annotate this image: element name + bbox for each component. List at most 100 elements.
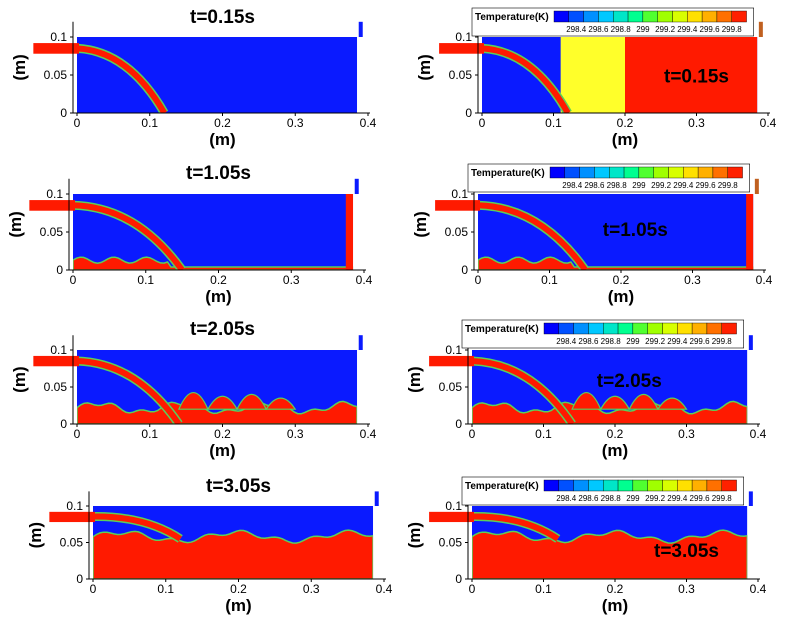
legend-swatch bbox=[598, 10, 614, 23]
flow-field bbox=[77, 350, 358, 424]
legend-tick-label: 299.2 bbox=[645, 337, 666, 346]
legend-swatch bbox=[672, 10, 688, 23]
time-label: t=1.05s bbox=[186, 163, 251, 184]
legend-tick-label: 299 bbox=[626, 494, 640, 503]
panel-phase-1: 0 0.1 0.2 0.3 0.4 0 0.05 0.1 (m) (m) t=0.15s bbox=[10, 7, 377, 149]
time-label: t=3.05s bbox=[654, 541, 719, 562]
y-tick-label: 0.05 bbox=[439, 380, 463, 394]
legend-swatch bbox=[543, 322, 560, 335]
x-tick-label: 0.1 bbox=[535, 582, 552, 596]
legend-swatch bbox=[573, 322, 589, 335]
y-tick-label: 0 bbox=[455, 572, 462, 586]
inlet-pipe bbox=[429, 511, 474, 523]
legend-tick-label: 299.4 bbox=[673, 181, 694, 190]
legend-swatch bbox=[553, 10, 570, 23]
outlet-marker bbox=[354, 178, 359, 194]
y-tick-label: 0.1 bbox=[451, 187, 468, 201]
temperature-legend: Temperature(K)298.4 298.6 298.8 299 299.2 299… bbox=[467, 163, 751, 193]
x-tick-label: 0.4 bbox=[750, 427, 767, 441]
x-axis-title: (m) bbox=[209, 441, 235, 460]
legend-swatch bbox=[549, 166, 566, 179]
flow-field bbox=[472, 506, 748, 579]
x-tick-label: 0.3 bbox=[688, 116, 705, 130]
legend-swatch bbox=[653, 166, 669, 179]
y-tick-label: 0.1 bbox=[445, 499, 462, 513]
x-tick-label: 0.3 bbox=[287, 116, 304, 130]
legend-swatch bbox=[617, 322, 634, 335]
legend-swatch bbox=[632, 322, 648, 335]
x-tick-label: 0.4 bbox=[376, 582, 393, 596]
temperature-legend: Temperature(K)298.4 298.6 298.8 299 299.2 299… bbox=[461, 319, 745, 349]
legend-tick-label: 299 bbox=[632, 181, 646, 190]
legend-tick-label: 299.8 bbox=[722, 25, 743, 34]
x-axis-title: (m) bbox=[608, 287, 634, 306]
flow-field bbox=[472, 350, 748, 424]
x-tick-label: 0.1 bbox=[541, 273, 558, 287]
wall-film bbox=[345, 194, 354, 270]
legend-swatch bbox=[683, 166, 699, 179]
legend-swatch bbox=[721, 322, 737, 335]
legend-tick-label: 299.4 bbox=[667, 337, 688, 346]
legend-swatch bbox=[564, 166, 580, 179]
y-axis-title: (m) bbox=[10, 54, 29, 80]
y-tick-label: 0.05 bbox=[439, 536, 463, 550]
y-tick-label: 0 bbox=[455, 417, 462, 431]
hot-region bbox=[625, 37, 758, 113]
legend-tick-label: 298.4 bbox=[562, 181, 583, 190]
legend-swatch bbox=[638, 166, 654, 179]
inlet-pipe bbox=[435, 200, 480, 211]
legend-swatch bbox=[706, 479, 722, 492]
legend-swatch bbox=[543, 479, 560, 492]
legend-swatch bbox=[662, 322, 678, 335]
x-tick-label: 0.3 bbox=[678, 582, 695, 596]
legend-swatch bbox=[721, 479, 737, 492]
time-label: t=0.15s bbox=[664, 67, 729, 88]
outlet-marker bbox=[748, 335, 753, 350]
y-tick-label: 0.05 bbox=[44, 68, 68, 82]
inlet-pipe bbox=[429, 355, 474, 367]
x-tick-label: 0.4 bbox=[360, 427, 377, 441]
y-tick-label: 0 bbox=[60, 106, 67, 120]
wall-film bbox=[746, 194, 754, 270]
panel-temperature-1: 0 0.1 0.2 0.3 0.4 0 0.05 0.1 (m) (m) t=0.15s Temper… bbox=[415, 7, 777, 149]
legend-tick-label: 298.8 bbox=[607, 181, 628, 190]
y-tick-label: 0.1 bbox=[46, 187, 63, 201]
y-tick-label: 0.05 bbox=[40, 225, 64, 239]
y-axis-title: (m) bbox=[6, 211, 25, 237]
legend-tick-label: 298.4 bbox=[556, 337, 577, 346]
x-tick-label: 0.3 bbox=[684, 273, 701, 287]
legend-swatch bbox=[609, 166, 625, 179]
liquid-pool bbox=[478, 256, 754, 270]
x-tick-label: 0.2 bbox=[210, 273, 227, 287]
legend-tick-label: 299.6 bbox=[690, 337, 711, 346]
legend-tick-label: 298.8 bbox=[611, 25, 632, 34]
legend-swatch bbox=[627, 10, 644, 23]
legend-swatch bbox=[588, 322, 604, 335]
inlet-pipe bbox=[49, 511, 95, 523]
legend-tick-label: 298.6 bbox=[584, 181, 605, 190]
legend-swatch bbox=[573, 479, 589, 492]
legend-swatch bbox=[701, 10, 718, 23]
x-tick-label: 0.1 bbox=[141, 116, 158, 130]
legend-tick-label: 299.8 bbox=[712, 337, 733, 346]
gas-region bbox=[73, 194, 354, 270]
warm-band bbox=[560, 37, 625, 113]
x-tick-label: 0.4 bbox=[356, 273, 373, 287]
legend-swatch bbox=[617, 479, 634, 492]
flow-field bbox=[478, 194, 754, 270]
legend-tick-label: 299.8 bbox=[712, 494, 733, 503]
legend-swatch bbox=[706, 322, 722, 335]
legend-swatch bbox=[632, 479, 648, 492]
legend-swatch bbox=[588, 479, 604, 492]
x-tick-label: 0.2 bbox=[214, 116, 231, 130]
legend-title: Temperature(K) bbox=[465, 324, 539, 335]
y-tick-label: 0.05 bbox=[449, 68, 473, 82]
legend-swatch bbox=[568, 10, 584, 23]
panel-temperature-4: 0 0.1 0.2 0.3 0.4 0 0.05 0.1 (m) (m) t=3.05s Temper… bbox=[405, 476, 767, 615]
outlet-marker bbox=[754, 178, 759, 194]
flow-field bbox=[93, 506, 374, 579]
legend-swatch bbox=[668, 166, 684, 179]
x-tick-label: 0 bbox=[90, 582, 97, 596]
legend-swatch bbox=[697, 166, 714, 179]
x-tick-label: 0.2 bbox=[613, 273, 630, 287]
